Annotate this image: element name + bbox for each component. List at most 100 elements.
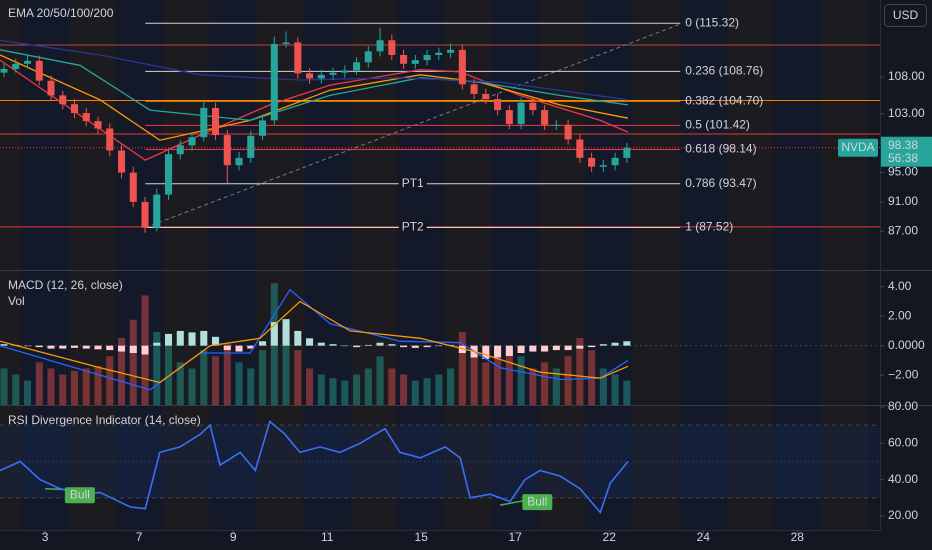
volume-bar bbox=[82, 368, 90, 405]
macd-histogram-bar bbox=[541, 345, 549, 352]
volume-bar bbox=[388, 368, 396, 405]
x-tick-label: 9 bbox=[230, 530, 237, 544]
candle-body bbox=[117, 150, 126, 173]
macd-histogram-bar bbox=[59, 345, 67, 349]
candle-body bbox=[482, 93, 490, 100]
volume-bar bbox=[482, 362, 490, 405]
candle-body bbox=[176, 145, 184, 155]
candle-body bbox=[59, 95, 67, 105]
target-label: PT1 bbox=[402, 176, 424, 190]
fib-label: 0.5 (101.42) bbox=[685, 118, 750, 132]
macd-histogram-bar bbox=[329, 344, 337, 346]
currency-button[interactable] bbox=[884, 4, 927, 27]
candle-body bbox=[165, 154, 173, 195]
candle-body bbox=[517, 102, 525, 125]
candle-body bbox=[435, 52, 443, 55]
x-tick-label: 7 bbox=[136, 530, 143, 544]
macd-histogram-bar bbox=[294, 330, 302, 346]
macd-histogram-bar bbox=[212, 336, 220, 346]
macd-histogram-bar bbox=[82, 345, 90, 349]
macd-histogram-bar bbox=[106, 345, 114, 351]
macd-histogram-bar bbox=[505, 345, 513, 356]
candle-body bbox=[576, 139, 584, 158]
target-label-bg bbox=[398, 176, 427, 191]
fib-label: 0.618 (98.14) bbox=[685, 142, 756, 156]
signal-label: Bull bbox=[70, 487, 90, 501]
volume-bar bbox=[400, 374, 408, 405]
volume-bar bbox=[329, 378, 337, 405]
x-tick-label: 22 bbox=[603, 530, 617, 544]
volume-bar bbox=[576, 338, 584, 405]
x-tick-label: 3 bbox=[42, 530, 49, 544]
volume-bar bbox=[294, 350, 302, 405]
macd-histogram-bar bbox=[588, 345, 596, 348]
y-tick-label: 40.00 bbox=[888, 472, 918, 486]
ema-line bbox=[0, 49, 629, 122]
fib-label: 0.786 (93.47) bbox=[685, 176, 756, 190]
candle-body bbox=[270, 43, 278, 121]
candle-body bbox=[47, 80, 55, 96]
signal-box bbox=[64, 487, 95, 504]
macd-histogram-bar bbox=[247, 345, 255, 349]
macd-histogram-bar bbox=[188, 332, 196, 346]
macd-histogram-bar bbox=[482, 345, 490, 359]
volume-bar bbox=[0, 368, 8, 405]
rsi-title: RSI Divergence Indicator (14, close) bbox=[8, 413, 201, 427]
ema-line bbox=[0, 59, 629, 161]
candle-body bbox=[106, 128, 114, 151]
volume-bar bbox=[317, 374, 325, 405]
macd-histogram-bar bbox=[353, 345, 361, 348]
candle-body bbox=[129, 172, 137, 202]
candle-body bbox=[541, 110, 549, 125]
x-tick-label: 17 bbox=[509, 530, 523, 544]
volume-bar bbox=[212, 356, 220, 405]
y-tick-label: 4.00 bbox=[888, 279, 912, 293]
macd-title: MACD (12, 26, close) bbox=[8, 278, 123, 292]
macd-histogram-bar bbox=[517, 345, 525, 354]
macd-histogram-bar bbox=[400, 345, 408, 348]
ema-line bbox=[0, 39, 629, 101]
ema-line bbox=[0, 54, 629, 141]
volume-bar bbox=[470, 350, 478, 405]
y-tick-label: 108.00 bbox=[888, 69, 925, 83]
y-tick-label: 87.00 bbox=[888, 224, 918, 238]
candle-body bbox=[494, 99, 502, 111]
volume-bar bbox=[611, 374, 619, 405]
rsi-pane: Bull Bull bbox=[0, 420, 880, 514]
candle-body bbox=[294, 42, 302, 74]
candle-body bbox=[588, 157, 596, 167]
volume-bar bbox=[353, 374, 361, 405]
volume-bar bbox=[529, 368, 537, 405]
candle-body bbox=[153, 194, 161, 228]
y-tick-label: 20.00 bbox=[888, 508, 918, 522]
y-tick-label: 0.0000 bbox=[888, 338, 925, 352]
currency-label[interactable]: USD bbox=[893, 8, 919, 22]
candle-body bbox=[458, 49, 466, 85]
volume-bar bbox=[564, 356, 572, 405]
symbol-label: NVDA bbox=[841, 140, 874, 154]
y-tick-label: 60.00 bbox=[888, 435, 918, 449]
macd-pane bbox=[0, 283, 880, 405]
x-tick-label: 24 bbox=[697, 530, 711, 544]
volume-bar bbox=[235, 362, 243, 405]
volume-bar bbox=[541, 362, 549, 405]
rsi-line bbox=[0, 420, 629, 514]
candle-body bbox=[564, 124, 572, 140]
volume-bar bbox=[423, 378, 431, 405]
candle-body bbox=[317, 74, 325, 79]
macd-histogram-bar bbox=[141, 345, 149, 355]
volume-bar bbox=[494, 356, 502, 405]
macd-histogram-bar bbox=[599, 344, 607, 346]
candle-body bbox=[341, 70, 349, 73]
candle-body bbox=[388, 40, 396, 55]
macd-histogram-bar bbox=[270, 322, 278, 346]
volume-bar bbox=[505, 350, 513, 405]
macd-histogram-bar bbox=[23, 345, 32, 347]
candle-body bbox=[141, 201, 149, 228]
y-tick-label: 80.00 bbox=[888, 399, 918, 413]
macd-histogram-bar bbox=[176, 330, 184, 346]
macd-histogram-bar bbox=[576, 345, 584, 349]
macd-line bbox=[0, 288, 629, 391]
volume-bar bbox=[517, 356, 525, 405]
